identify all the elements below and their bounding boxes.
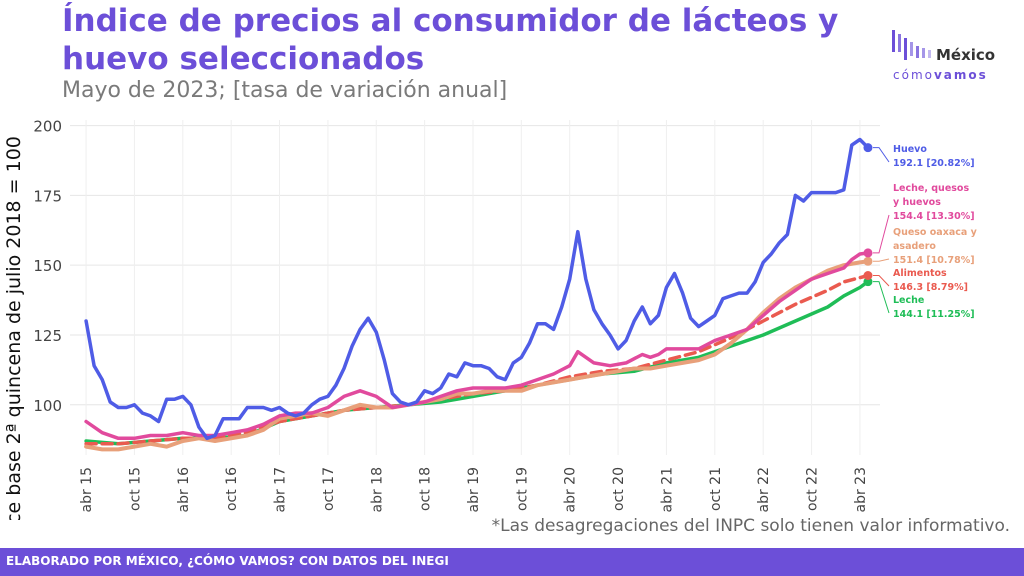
x-tick-label: oct 20	[611, 467, 627, 511]
y-axis-label: Índice base 2ª quincena de julio 2018 = …	[2, 136, 25, 520]
chart-title: Índice de precios al consumidor de lácte…	[62, 3, 839, 77]
series-labels: Huevo 192.1 [20.82%] Leche, quesos y huevos…	[872, 144, 978, 320]
footer-bar: ELABORADO POR MÉXICO, ¿CÓMO VAMOS? CON D…	[0, 548, 1024, 576]
x-tick-label: abr 18	[369, 467, 385, 513]
series-endpoint-3	[863, 270, 873, 280]
x-tick-label: abr 20	[563, 467, 579, 513]
x-tick-label: abr 22	[756, 467, 772, 513]
series-line-0	[84, 137, 870, 441]
x-axis-ticks: abr 15 oct 15 abr 16 oct 16 abr 17 oct 17 abr …	[79, 467, 869, 513]
x-tick-label: abr 16	[176, 467, 192, 513]
series-endpoint-1	[863, 248, 873, 258]
line-chart: 100 125 150 175 200 abr 15 oct 15 abr 16 oct 16…	[2, 118, 978, 520]
x-tick-label: oct 22	[805, 467, 821, 511]
x-tick-label: abr 19	[466, 467, 482, 513]
series-value-3: 146.3 [8.79%]	[893, 282, 968, 293]
y-axis-ticks: 100 125 150 175 200	[33, 118, 62, 415]
footer-credit: ELABORADO POR MÉXICO, ¿CÓMO VAMOS? CON D…	[6, 554, 449, 568]
chart-series	[84, 137, 873, 452]
label-leader-0	[872, 147, 890, 163]
y-tick-label: 125	[33, 327, 62, 345]
y-tick-label: 150	[33, 257, 62, 275]
x-tick-label: abr 21	[659, 467, 675, 513]
logo-tagline: cómovamos	[893, 68, 988, 82]
x-tick-label: oct 17	[321, 467, 337, 511]
series-endpoint-2	[863, 256, 873, 266]
chart-subtitle: Mayo de 2023; [tasa de variación anual]	[62, 78, 508, 103]
series-name-4: Leche	[893, 295, 924, 306]
y-tick-label: 100	[33, 397, 62, 415]
x-tick-label: abr 15	[79, 467, 95, 513]
series-name-0: Huevo	[893, 144, 927, 155]
label-leader-1	[872, 214, 890, 254]
logo-bars-icon	[892, 30, 931, 60]
label-leader-4	[872, 281, 890, 314]
series-value-1: 154.4 [13.30%]	[893, 211, 975, 222]
logo-tagline-bold: vamos	[933, 68, 988, 82]
label-leader-3	[872, 274, 890, 287]
series-name-1: Leche, quesos y huevos	[893, 183, 969, 208]
series-value-4: 144.1 [11.25%]	[893, 309, 975, 320]
label-leader-2	[872, 258, 890, 262]
mexico-como-vamos-logo: México cómovamos	[862, 26, 1012, 86]
y-tick-label: 175	[33, 187, 62, 205]
footnote: *Las desagregaciones del INPC solo tiene…	[491, 516, 1010, 536]
series-value-2: 151.4 [10.78%]	[893, 255, 975, 266]
x-tick-label: oct 19	[514, 467, 530, 511]
y-tick-label: 200	[33, 118, 62, 136]
series-value-0: 192.1 [20.82%]	[893, 158, 975, 169]
x-tick-label: oct 21	[708, 467, 724, 511]
x-tick-label: abr 23	[853, 467, 869, 513]
series-name-2: Queso oaxaca y asadero	[893, 227, 978, 252]
logo-tagline-light: cómo	[893, 68, 934, 82]
series-endpoint-0	[863, 143, 873, 153]
series-name-3: Alimentos	[893, 268, 947, 279]
series-line-3	[84, 273, 870, 446]
logo-brand: México	[936, 46, 996, 64]
x-tick-label: oct 15	[127, 467, 143, 511]
x-tick-label: abr 17	[273, 467, 289, 513]
series-line-4	[84, 279, 870, 446]
x-tick-label: oct 18	[418, 467, 434, 511]
series-line-1	[84, 251, 870, 441]
x-tick-label: oct 16	[224, 467, 240, 511]
